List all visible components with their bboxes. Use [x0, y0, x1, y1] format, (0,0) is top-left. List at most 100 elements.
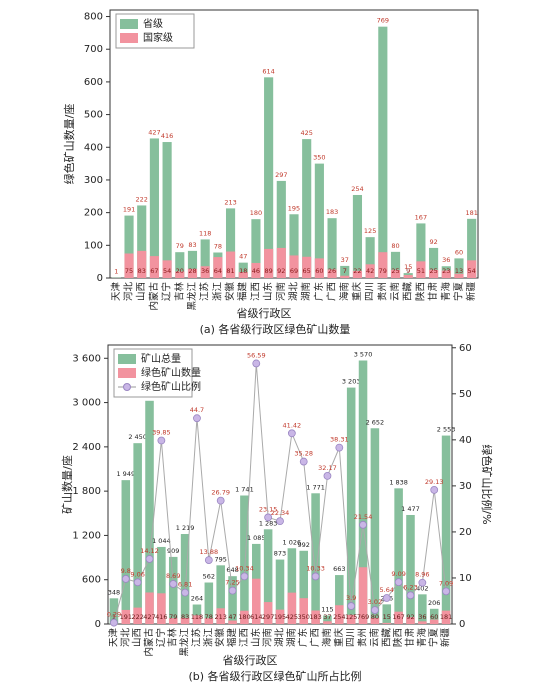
data-label: 1 771	[306, 483, 325, 491]
data-label: 1 838	[389, 478, 408, 486]
bar	[187, 250, 198, 278]
ratio-marker	[240, 572, 249, 581]
bar	[454, 258, 464, 278]
bar	[327, 269, 337, 278]
ratio-marker	[442, 587, 450, 596]
bar	[467, 218, 477, 278]
x-tick-label: 安徽	[214, 628, 226, 648]
bar	[251, 219, 261, 278]
data-label: 167	[392, 613, 404, 621]
data-label: 54	[468, 267, 476, 275]
ratio-label: 14.12	[140, 547, 159, 555]
data-label: 402	[416, 584, 428, 592]
data-label: 51	[417, 267, 425, 275]
ratio-label: 8.96	[415, 571, 429, 579]
ratio-marker	[110, 618, 118, 627]
x-tick-label: 辽宁	[155, 628, 167, 647]
data-label: 992	[298, 541, 310, 549]
y-tick-label: 100	[84, 240, 103, 251]
bar	[216, 608, 225, 624]
data-label: 1	[112, 613, 116, 621]
x-tick-label: 甘肃	[427, 282, 439, 301]
bar	[204, 618, 214, 624]
data-label: 36	[201, 267, 209, 275]
data-label: 663	[333, 565, 345, 573]
data-label: 2 652	[366, 418, 385, 426]
x-tick-label: 福建	[226, 628, 238, 648]
ratio-label: 5.64	[380, 586, 394, 594]
data-label: 191	[120, 613, 132, 621]
data-label: 64	[214, 267, 222, 275]
bar	[289, 214, 299, 278]
data-label: 47	[228, 613, 236, 621]
y-axis-label: 矿山数量/座	[60, 455, 74, 514]
ratio-label: 10.33	[306, 564, 325, 572]
data-label: 54	[163, 267, 171, 275]
x-axis-label: 省级行政区	[223, 653, 278, 667]
y2-tick-label: 40	[459, 435, 472, 446]
x-tick-label: 重庆	[333, 628, 345, 648]
ratio-label: 26.79	[211, 489, 230, 497]
bar	[251, 262, 261, 278]
y-tick-label: 800	[84, 12, 103, 23]
bar	[314, 163, 324, 278]
data-label: 1 949	[116, 470, 135, 478]
bar	[228, 620, 237, 624]
legend-swatch	[120, 19, 138, 29]
bar	[192, 615, 202, 624]
data-label: 92	[277, 267, 285, 275]
x-tick-label: 云南	[389, 282, 401, 301]
ratio-marker	[252, 359, 261, 368]
legend-label: 绿色矿山数量	[141, 366, 201, 379]
y-tick-label: 3 600	[72, 353, 101, 364]
bar	[390, 251, 401, 278]
bar	[382, 604, 392, 624]
x-tick-label: 江苏	[190, 628, 202, 648]
data-label: 167	[415, 213, 427, 221]
data-label: 125	[364, 227, 376, 235]
x-tick-label: 浙江	[211, 282, 223, 302]
data-label: 89	[264, 267, 272, 275]
x-tick-label: 天津	[108, 628, 119, 648]
x-tick-label: 宁夏	[452, 282, 464, 302]
ratio-label: 10.34	[235, 564, 254, 572]
data-label: 13	[455, 267, 463, 275]
data-label: 3 203	[342, 378, 361, 386]
x-tick-label: 江西	[239, 628, 250, 647]
bar	[403, 275, 413, 278]
x-tick-label: 湖北	[289, 282, 300, 302]
x-tick-label: 青海	[440, 282, 452, 302]
bar	[216, 565, 225, 624]
bar	[429, 269, 439, 278]
data-label: 350	[313, 154, 325, 162]
bar	[180, 617, 190, 624]
y-tick-label: 1 800	[72, 486, 101, 497]
y2-tick-label: 60	[459, 343, 472, 354]
ratio-marker	[311, 572, 320, 581]
bar	[378, 26, 388, 279]
bar	[454, 273, 464, 278]
legend-swatch	[118, 354, 136, 364]
bar	[365, 237, 375, 278]
bar	[145, 592, 154, 624]
ratio-label: 6.23	[403, 583, 417, 591]
x-axis-label: 省级行政区	[237, 306, 292, 320]
data-label: 2 450	[128, 433, 147, 441]
ratio-marker	[406, 591, 415, 600]
ratio-label: 6.81	[178, 581, 192, 589]
bar	[340, 265, 350, 278]
data-label: 20	[176, 267, 184, 275]
bar	[311, 610, 320, 624]
bar	[441, 435, 451, 624]
x-tick-label: 陕西	[414, 282, 426, 301]
x-tick-label: 天津	[111, 282, 122, 302]
data-label: 416	[161, 132, 173, 140]
data-label: 60	[430, 613, 438, 621]
x-tick-label: 江西	[250, 282, 261, 301]
ratio-label: 7.25	[225, 579, 239, 587]
data-label: 769	[357, 613, 369, 621]
x-tick-label: 江苏	[199, 282, 211, 302]
x-tick-label: 湖南	[300, 282, 312, 301]
data-label: 18	[239, 267, 247, 275]
bar	[187, 268, 198, 278]
